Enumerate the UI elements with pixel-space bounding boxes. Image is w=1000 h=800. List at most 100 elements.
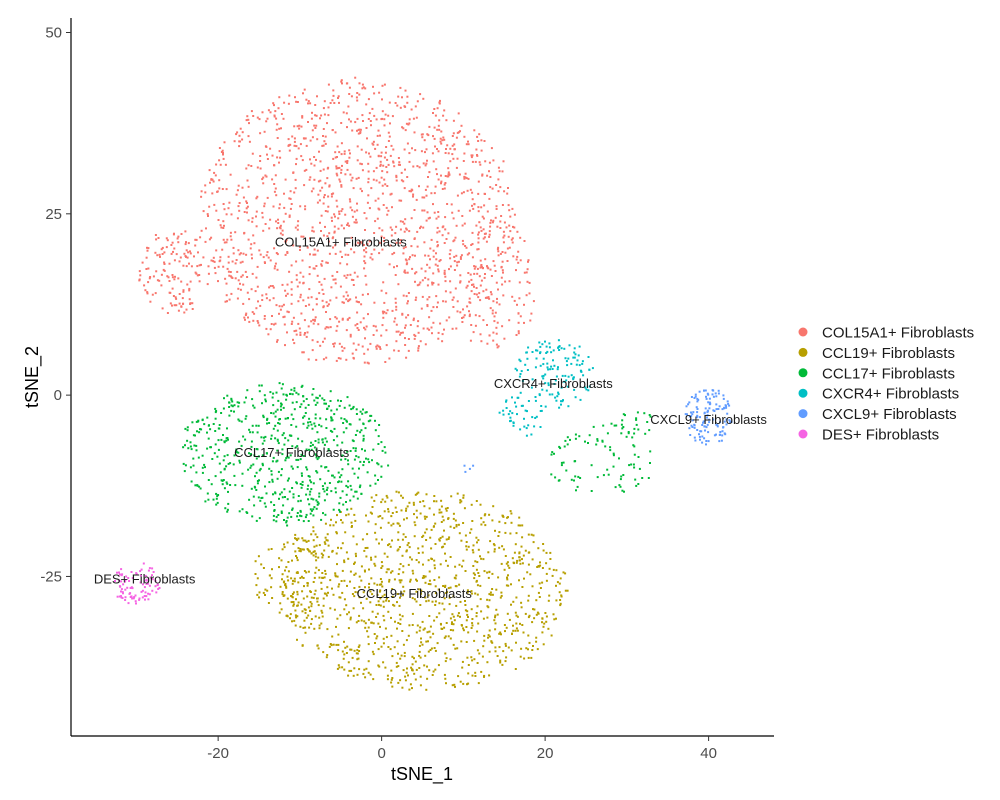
data-point (378, 603, 380, 606)
legend-item: CCL19+ Fibroblasts (798, 345, 955, 362)
data-point (576, 359, 579, 362)
data-point (428, 216, 431, 219)
data-point (321, 577, 324, 579)
data-point (329, 524, 332, 527)
data-point (453, 148, 456, 151)
data-point (341, 256, 343, 258)
data-point (313, 156, 316, 158)
data-point (297, 147, 300, 150)
data-point (391, 655, 394, 658)
data-point (456, 264, 459, 267)
data-point (420, 589, 423, 592)
data-point (293, 389, 296, 392)
data-point (146, 249, 149, 252)
data-point (345, 551, 348, 554)
data-point (248, 452, 250, 455)
data-point (467, 140, 469, 143)
data-point (691, 419, 694, 422)
data-point (303, 169, 306, 172)
data-point (389, 193, 392, 196)
data-point (280, 408, 282, 411)
data-point (415, 271, 418, 274)
data-point (327, 448, 330, 450)
data-point (317, 556, 320, 559)
data-point (351, 656, 354, 659)
data-point (468, 315, 471, 318)
data-point (527, 599, 530, 602)
data-point (337, 95, 340, 98)
data-point (170, 244, 173, 246)
data-point (294, 178, 297, 181)
data-point (474, 314, 477, 317)
data-point (258, 118, 261, 121)
data-point (347, 513, 350, 516)
data-point (151, 293, 154, 296)
data-point (323, 140, 326, 143)
data-point (407, 314, 410, 317)
data-point (456, 131, 459, 134)
data-point (230, 238, 233, 241)
data-point (477, 140, 480, 142)
data-point (312, 322, 315, 325)
data-point (408, 258, 411, 261)
data-point (362, 120, 364, 122)
data-point (346, 222, 349, 225)
data-point (444, 635, 447, 638)
data-point (356, 591, 359, 594)
data-point (327, 83, 330, 86)
data-point (295, 163, 297, 166)
data-point (214, 443, 217, 446)
data-point (284, 417, 287, 420)
data-point (408, 230, 411, 233)
data-point (432, 632, 435, 635)
data-point (126, 586, 129, 589)
data-point (523, 577, 525, 580)
data-point (223, 397, 225, 400)
data-point (283, 206, 286, 209)
data-point (500, 215, 503, 217)
data-point (465, 548, 468, 551)
data-point (414, 660, 417, 663)
data-point (495, 608, 498, 611)
data-point (462, 308, 464, 311)
data-point (690, 396, 693, 398)
data-point (233, 474, 236, 477)
x-tick-label: 40 (700, 745, 717, 762)
data-point (223, 208, 226, 211)
data-point (226, 267, 229, 270)
data-point (147, 569, 150, 572)
data-point (489, 268, 492, 271)
data-point (633, 453, 636, 456)
data-point (365, 514, 367, 517)
data-point (350, 248, 353, 251)
data-point (719, 421, 721, 424)
data-point (433, 495, 436, 497)
data-point (299, 509, 302, 512)
data-point (442, 136, 445, 139)
data-point (227, 255, 230, 258)
data-point (518, 579, 520, 582)
data-point (440, 180, 443, 183)
data-point (276, 408, 279, 411)
data-point (380, 155, 383, 158)
data-point (481, 655, 484, 658)
data-point (397, 573, 400, 575)
data-point (302, 520, 305, 523)
data-point (314, 413, 317, 416)
data-point (298, 327, 301, 330)
data-point (708, 407, 711, 410)
data-point (560, 403, 562, 406)
data-point (457, 675, 460, 678)
data-point (297, 458, 300, 461)
data-point (278, 207, 281, 210)
data-point (460, 124, 463, 127)
data-point (277, 399, 280, 402)
data-point (385, 146, 388, 148)
data-point (374, 523, 377, 526)
data-point (442, 300, 445, 303)
data-point (424, 164, 427, 167)
data-point (301, 644, 304, 647)
data-point (486, 616, 489, 619)
data-point (383, 619, 386, 622)
data-point (502, 413, 505, 416)
